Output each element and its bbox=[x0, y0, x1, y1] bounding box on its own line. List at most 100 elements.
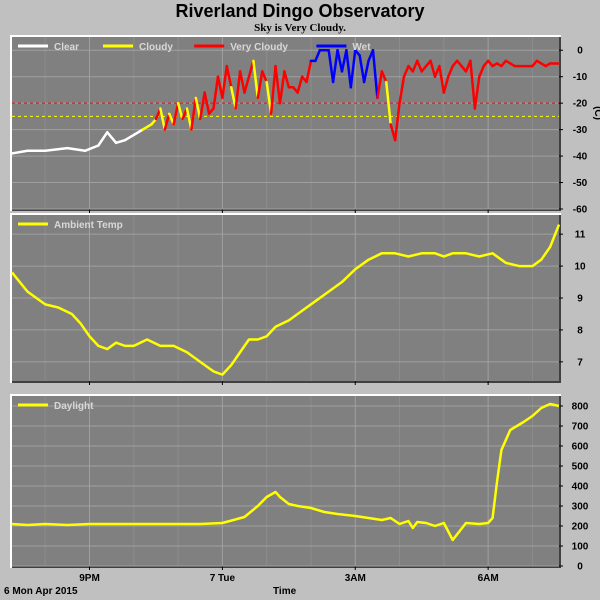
daylight-plot-area bbox=[12, 396, 559, 566]
sky-series-segment bbox=[221, 64, 229, 100]
xtick-label: 9PM bbox=[79, 573, 100, 584]
sky-series-segment bbox=[327, 48, 335, 84]
xtick-label: 3AM bbox=[345, 573, 366, 584]
sky-ytick-label: -10 bbox=[573, 72, 588, 83]
sky-series-segment bbox=[83, 144, 100, 153]
ambient-series-line bbox=[11, 224, 561, 376]
sky-ytick-label: -20 bbox=[573, 99, 588, 110]
date-label: 6 Mon Apr 2015 bbox=[4, 586, 78, 597]
sky-series-segment bbox=[305, 59, 313, 84]
ambient-chart: 7 8 9 10 11 Ambient Temp bbox=[10, 213, 586, 385]
sky-series-segment bbox=[402, 64, 410, 78]
sky-series-segment bbox=[141, 123, 153, 131]
sky-series-segment bbox=[314, 48, 322, 63]
daylight-ytick-label: 600 bbox=[572, 442, 589, 453]
daylight-series-line bbox=[11, 402, 560, 542]
daylight-ytick-label: 0 bbox=[577, 562, 583, 573]
sky-series-segment bbox=[442, 75, 450, 94]
sky-series-segment bbox=[380, 70, 388, 84]
ambient-ytick-label: 7 bbox=[577, 357, 583, 368]
daylight-ytick-label: 400 bbox=[572, 482, 589, 493]
sky-series-segment bbox=[376, 70, 384, 100]
sky-series-segment bbox=[256, 70, 264, 100]
sky-series-segment bbox=[97, 131, 109, 147]
daylight-legend-label: Daylight bbox=[54, 401, 94, 412]
xtick-label: 7 Tue bbox=[210, 573, 236, 584]
sky-series-segment bbox=[447, 64, 454, 78]
sky-ytick-label: -40 bbox=[573, 152, 588, 163]
sky-series-segment bbox=[429, 59, 437, 78]
sky-series-segment bbox=[43, 146, 69, 153]
sky-chart: 0 -10 -20 -30 -40 -50 -60 (C) Clear Cloudy Very Cl… bbox=[10, 35, 600, 216]
sky-series-segment bbox=[66, 146, 87, 153]
sky-series-segment bbox=[114, 138, 127, 145]
daylight-ytick-label: 100 bbox=[572, 542, 589, 553]
sky-ytick-label: -60 bbox=[573, 205, 588, 216]
sky-series-segment bbox=[296, 75, 304, 94]
sky-series-segment bbox=[203, 91, 211, 115]
sky-series-segment bbox=[331, 48, 339, 84]
sky-series-segment bbox=[10, 149, 29, 155]
sky-series-segment bbox=[212, 75, 220, 110]
sky-legend-label: Cloudy bbox=[139, 42, 173, 53]
sky-series-segment bbox=[336, 48, 344, 73]
sky-series-segment bbox=[163, 112, 171, 131]
sky-series-segment bbox=[243, 75, 251, 94]
sky-series-segment bbox=[283, 70, 291, 89]
sky-series-segment bbox=[198, 91, 206, 121]
page-title: Riverland Dingo Observatory bbox=[175, 1, 425, 21]
sky-series-segment bbox=[176, 101, 184, 121]
sky-series-segment bbox=[393, 101, 401, 142]
sky-series-segment bbox=[416, 59, 423, 73]
ambient-ytick-label: 8 bbox=[577, 325, 583, 336]
daylight-ytick-label: 300 bbox=[572, 502, 589, 513]
sky-series-segment bbox=[123, 133, 136, 142]
sky-series-segment bbox=[252, 59, 260, 100]
sky-legend-label: Clear bbox=[54, 42, 79, 53]
sky-series-segment bbox=[225, 64, 233, 89]
sky-series-segment bbox=[473, 75, 481, 110]
sky-series-segment bbox=[274, 64, 282, 105]
sky-series-segment bbox=[159, 107, 167, 131]
ambient-ytick-label: 9 bbox=[577, 294, 583, 305]
sky-series-segment bbox=[260, 70, 268, 84]
sky-ytick-label: -30 bbox=[573, 125, 588, 136]
sky-series-segment bbox=[194, 96, 202, 121]
ambient-ytick-label: 11 bbox=[575, 230, 586, 241]
sky-legend-label: Wet bbox=[352, 42, 371, 53]
sky-series-segment bbox=[238, 70, 246, 94]
ambient-legend-label: Ambient Temp bbox=[54, 220, 123, 231]
sky-series-segment bbox=[269, 64, 277, 115]
sky-series-segment bbox=[371, 48, 379, 100]
sky-series-segment bbox=[385, 80, 392, 126]
sky-series-segment bbox=[132, 128, 144, 137]
sky-legend-label: Very Cloudy bbox=[230, 42, 288, 53]
sky-series-segment bbox=[345, 48, 353, 89]
sky-plot-area bbox=[12, 37, 559, 209]
sky-series-segment bbox=[398, 75, 406, 105]
sky-series-segment bbox=[349, 48, 357, 89]
sky-ylabel: (C) bbox=[592, 106, 600, 120]
ambient-ytick-label: 10 bbox=[574, 262, 586, 273]
sky-series-segment bbox=[278, 70, 286, 105]
sky-series-segment bbox=[105, 131, 118, 145]
sky-series-segment bbox=[362, 59, 370, 84]
daylight-ytick-label: 700 bbox=[572, 422, 589, 433]
daylight-ytick-label: 200 bbox=[572, 522, 589, 533]
sky-ytick-label: -50 bbox=[573, 178, 588, 189]
sky-series-segment bbox=[438, 64, 446, 94]
daylight-ytick-label: 500 bbox=[572, 462, 589, 473]
sky-status-subtitle: Sky is Very Cloudy. bbox=[254, 22, 346, 34]
sky-series-segment bbox=[478, 64, 485, 78]
daylight-ytick-label: 800 bbox=[572, 402, 589, 413]
sky-series-segment bbox=[358, 54, 366, 84]
sky-series-segment bbox=[234, 70, 242, 110]
xtick-label: 6AM bbox=[478, 573, 499, 584]
sky-series-segment bbox=[411, 59, 419, 73]
time-axis-label: Time bbox=[273, 586, 297, 597]
sky-series-segment bbox=[190, 96, 198, 131]
sky-ytick-label: 0 bbox=[577, 46, 583, 57]
sky-series-segment bbox=[469, 59, 477, 110]
daylight-chart: 0 100 200 300 400 500 600 700 800 Daylight bbox=[10, 394, 589, 573]
